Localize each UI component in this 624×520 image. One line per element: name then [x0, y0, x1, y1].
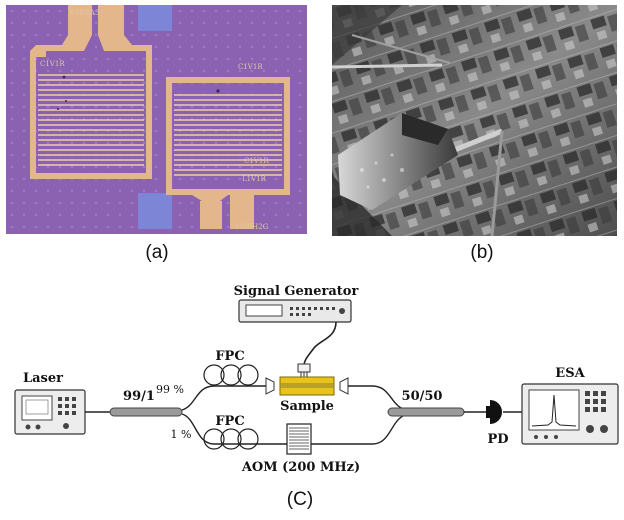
coupler-50-50	[387, 407, 465, 417]
aom-icon	[286, 423, 312, 455]
setup-schematic: Signal Generator Laser	[0, 278, 624, 478]
percent-top: 99 %	[156, 383, 184, 396]
photodiode-icon	[486, 400, 502, 424]
chip-mark: C1V1R	[40, 60, 65, 68]
caption-c: (C)	[286, 489, 314, 510]
chip-mark: C1V1R	[244, 157, 269, 165]
sample-label: Sample	[280, 399, 334, 414]
caption-b: (b)	[470, 242, 494, 263]
chip-mark: L1V1R	[242, 175, 267, 183]
photo-b-probe-station	[331, 5, 617, 237]
coupler-out-label: 50/50	[402, 389, 443, 404]
rf-probe-icon	[297, 363, 311, 378]
coupler-99-1	[109, 407, 183, 417]
signal-generator-label: Signal Generator	[234, 284, 359, 299]
chip-mark: C1V1R	[238, 63, 263, 71]
caption-a: (a)	[145, 242, 169, 263]
esa-icon	[521, 383, 619, 445]
fpc-bottom-label: FPC	[215, 414, 244, 429]
chip-mark: GN0H2G	[236, 223, 269, 231]
pd-label: PD	[487, 432, 508, 447]
fpc-top-label: FPC	[215, 349, 244, 364]
sample-icon	[265, 376, 349, 396]
laser-label: Laser	[23, 371, 63, 386]
esa-label: ESA	[555, 366, 585, 381]
percent-bottom: 1 %	[171, 428, 192, 441]
laser-icon	[14, 389, 86, 435]
fpc-bottom-icon	[203, 428, 259, 450]
aom-label: AOM (200 MHz)	[241, 460, 360, 475]
fpc-top-icon	[203, 364, 259, 386]
chip-mark: F3N0A3	[70, 9, 99, 17]
signal-generator-icon	[238, 299, 352, 323]
photo-a-microscope-chip: F3N0A3 C1V1R C1V1R C1V1R L1V1R GN0H2G	[6, 5, 307, 234]
coupler-in-label: 99/1	[123, 389, 155, 404]
